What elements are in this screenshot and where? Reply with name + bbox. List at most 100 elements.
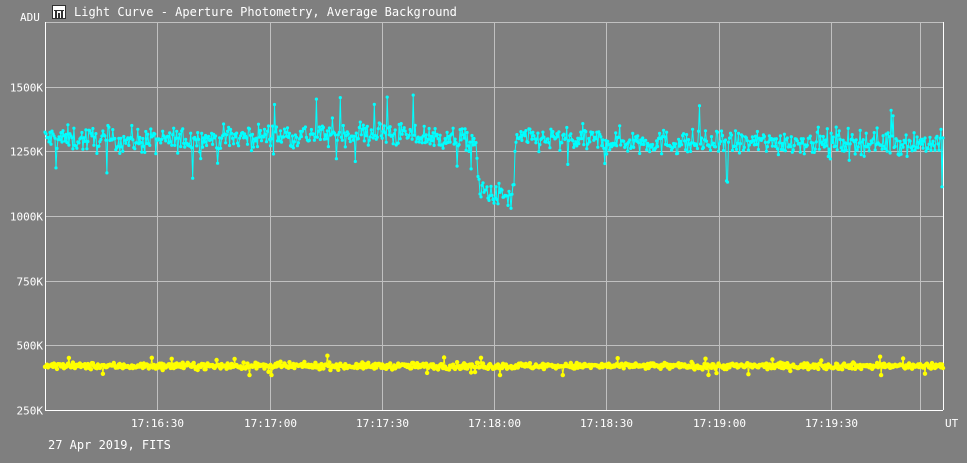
data-point: [713, 145, 718, 149]
data-point: [736, 131, 741, 135]
data-point: [229, 127, 233, 132]
data-point: [599, 135, 603, 139]
data-point: [524, 129, 528, 133]
data-point: [513, 149, 517, 153]
data-point: [121, 149, 125, 153]
data-point: [143, 150, 147, 154]
data-point: [347, 136, 351, 141]
data-point: [100, 371, 106, 376]
data-point: [626, 149, 630, 153]
data-point: [527, 361, 533, 366]
data-point: [676, 151, 680, 155]
data-point: [70, 360, 76, 365]
data-point: [853, 152, 857, 156]
data-point: [281, 135, 286, 139]
data-point: [269, 372, 274, 378]
data-point: [835, 361, 840, 367]
data-point: [352, 134, 356, 138]
data-point: [91, 126, 95, 131]
data-point: [800, 141, 804, 145]
data-point: [161, 129, 165, 133]
data-point: [495, 198, 499, 202]
data-point: [718, 139, 723, 144]
data-point: [531, 130, 535, 134]
data-point: [296, 141, 300, 145]
data-point: [886, 131, 890, 135]
data-point: [721, 148, 726, 153]
data-point: [462, 136, 466, 140]
data-point: [875, 126, 879, 130]
data-point: [82, 136, 86, 140]
data-point: [615, 144, 619, 148]
data-point: [438, 133, 442, 137]
data-point: [737, 151, 742, 155]
data-point: [226, 129, 230, 133]
data-point: [358, 120, 362, 124]
data-point: [680, 143, 684, 147]
data-point: [369, 128, 373, 132]
data-point: [579, 130, 583, 134]
data-point: [937, 148, 941, 152]
data-point: [819, 358, 824, 363]
data-point: [141, 136, 145, 141]
data-point: [537, 150, 541, 154]
data-point: [538, 143, 542, 147]
data-point: [908, 139, 912, 143]
data-point: [587, 136, 591, 141]
data-point: [265, 129, 270, 133]
data-point: [734, 147, 739, 151]
data-point: [704, 139, 709, 143]
data-point: [746, 148, 751, 152]
data-point: [297, 137, 301, 141]
data-point: [939, 127, 943, 131]
data-point: [170, 143, 174, 147]
data-point: [754, 142, 759, 147]
data-point: [222, 122, 226, 126]
data-point: [268, 144, 273, 148]
data-point: [623, 145, 627, 149]
data-point: [723, 138, 728, 142]
data-point: [686, 150, 690, 154]
data-point: [475, 156, 479, 160]
x-tick-label: 17:19:00: [693, 417, 746, 430]
data-point: [839, 146, 843, 150]
data-point: [574, 140, 578, 144]
data-point: [588, 140, 592, 144]
data-point: [169, 356, 174, 361]
data-point: [302, 359, 307, 365]
data-point: [321, 125, 325, 130]
data-point: [378, 122, 382, 126]
data-point: [211, 142, 215, 146]
data-point: [580, 137, 584, 141]
y-tick-label: 1000K: [10, 211, 43, 224]
data-point: [835, 148, 839, 152]
data-point: [120, 145, 124, 149]
data-point: [253, 139, 258, 143]
data-point: [454, 360, 460, 365]
data-point: [343, 145, 347, 149]
data-point: [89, 131, 93, 135]
data-point: [687, 138, 691, 142]
data-point: [830, 140, 834, 145]
data-point: [900, 143, 904, 147]
data-point: [844, 148, 848, 152]
light-curve-app-icon[interactable]: [52, 5, 66, 19]
data-point: [564, 136, 568, 140]
y-axis-label: ADU: [20, 11, 40, 24]
data-point: [742, 145, 747, 149]
data-point: [879, 143, 883, 147]
data-point: [542, 135, 546, 139]
data-point: [707, 145, 712, 149]
data-point: [101, 129, 105, 133]
data-point: [196, 131, 200, 135]
window-title-bar: Light Curve - Aperture Photometry, Avera…: [52, 4, 457, 20]
data-point: [257, 135, 262, 139]
data-point: [478, 355, 484, 360]
data-point: [528, 127, 532, 131]
data-point: [600, 144, 604, 148]
data-point: [384, 140, 388, 144]
data-point: [904, 133, 908, 137]
data-point: [140, 150, 144, 154]
data-point: [940, 365, 946, 371]
